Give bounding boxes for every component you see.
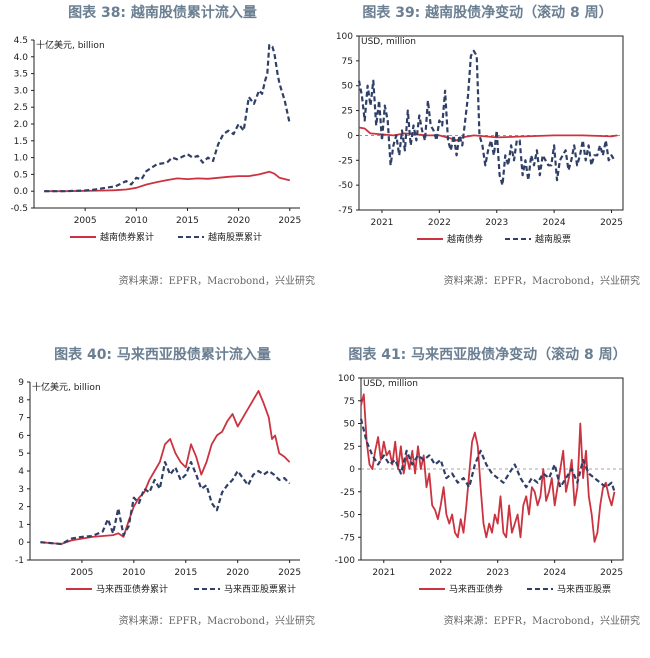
chart-source: 资料来源：EPFR，Macrobond，兴业研究: [118, 276, 315, 287]
x-tick-label: 2015: [176, 216, 199, 226]
y-tick-label: 3: [18, 485, 24, 495]
x-tick-label: 2025: [278, 216, 301, 226]
y-tick-label: 3.5: [14, 70, 28, 80]
y-tick-label: -1: [15, 556, 24, 566]
chart-panel-vn-cumulative: 图表 38: 越南股债累计流入量 -0.5 0.0 0.5 1.0 1.5 2.0 2.5 3…: [0, 0, 325, 316]
x-tick-label: 2022: [429, 568, 452, 578]
x-tick-label: 2023: [485, 218, 508, 228]
x-tick-label: 2022: [428, 218, 451, 228]
y-tick-label: -75: [340, 533, 355, 543]
unit-label: USD, million: [361, 37, 416, 47]
series-line-equity: [44, 43, 291, 193]
unit-label: USD, million: [363, 379, 418, 389]
x-tick-label: 2005: [74, 216, 97, 226]
y-tick-label: 1: [18, 520, 24, 530]
y-tick-label: 7: [18, 414, 24, 424]
y-tick-label: -25: [340, 488, 355, 498]
y-tick-label: 0.0: [14, 187, 29, 197]
x-tick-label: 2024: [543, 568, 566, 578]
y-tick-label: 4.5: [14, 36, 28, 46]
x-tick-label: 2020: [226, 568, 249, 578]
chart-source: 资料来源：EPFR，Macrobond，兴业研究: [443, 616, 640, 627]
legend-label: 马来西亚债券: [449, 583, 503, 595]
x-tick-label: 2005: [70, 568, 93, 578]
series-line-bond: [360, 393, 616, 543]
chart-title: 图表 41: 马来西亚股债净变动（滚动 8 周）: [348, 347, 627, 363]
x-tick-label: 2010: [125, 216, 148, 226]
y-tick-label: 0: [347, 131, 353, 141]
y-tick-label: 25: [344, 442, 355, 452]
y-tick-label: -50: [340, 511, 355, 521]
chart-panel-my-net-change: 图表 41: 马来西亚股债净变动（滚动 8 周） -100 -75 -50 -25 0 2…: [325, 342, 650, 658]
y-tick-label: 50: [342, 82, 354, 92]
y-tick-label: -50: [338, 181, 353, 191]
x-tick-label: 2025: [600, 218, 623, 228]
y-tick-label: 25: [342, 107, 353, 117]
y-tick-label: 1.0: [14, 154, 29, 164]
x-tick-label: 2020: [227, 216, 250, 226]
x-tick-label: 2015: [174, 568, 197, 578]
y-tick-label: 4.0: [14, 53, 29, 63]
legend-label: 马来西亚股票累计: [224, 583, 296, 595]
y-tick-label: 100: [336, 32, 353, 42]
y-tick-label: 9: [18, 378, 24, 388]
y-tick-label: 2: [18, 503, 24, 513]
chart-title: 图表 38: 越南股债累计流入量: [68, 5, 257, 21]
y-tick-label: 6: [18, 431, 24, 441]
y-tick-label: 3.0: [14, 86, 29, 96]
y-tick-label: 0: [349, 465, 355, 475]
chart-svg: -1 0 1 2 3 4 5 6 7 8 9 2005 2010 2015 2020 2025 十亿美元, bi…: [15, 378, 301, 595]
plot-frame: [358, 35, 624, 211]
y-tick-label: 4: [18, 467, 24, 477]
y-tick-label: 75: [342, 57, 353, 67]
chart-panel-vn-net-change: 图表 39: 越南股债净变动（滚动 8 周） -75 -50 -25 0 25 50 75 1…: [325, 0, 650, 316]
chart-svg: -75 -50 -25 0 25 50 75 100 2021 2022 2023 2024 2025 U…: [336, 32, 624, 245]
chart-svg: -0.5 0.0 0.5 1.0 1.5 2.0 2.5 3.0 3.5 4.0 4.5 2005 20…: [10, 36, 301, 243]
x-tick-label: 2025: [600, 568, 623, 578]
y-tick-label: 75: [344, 397, 355, 407]
y-tick-label: 100: [338, 374, 355, 384]
unit-label: 十亿美元, billion: [36, 39, 105, 51]
series-line-bond: [44, 170, 291, 193]
x-tick-label: 2010: [122, 568, 145, 578]
series-line-equity: [357, 49, 616, 187]
x-tick-label: 2021: [372, 568, 395, 578]
y-tick-label: -75: [338, 206, 353, 216]
x-tick-label: 2025: [278, 568, 301, 578]
y-tick-label: 5: [18, 449, 24, 459]
y-tick-label: 50: [344, 420, 356, 430]
series-line-equity: [359, 418, 616, 493]
y-tick-label: -0.5: [10, 204, 28, 214]
legend-label: 越南股票: [535, 233, 571, 245]
y-tick-label: 8: [18, 396, 24, 406]
y-tick-label: 1.5: [14, 137, 28, 147]
chart-title: 图表 40: 马来西亚股债累计流入量: [54, 347, 271, 363]
chart-source: 资料来源：EPFR，Macrobond，兴业研究: [118, 616, 315, 627]
legend-label: 越南债券累计: [100, 231, 154, 243]
series-line-bond: [40, 390, 291, 545]
x-tick-label: 2024: [543, 218, 566, 228]
legend-label: 马来西亚股票: [557, 584, 611, 595]
y-tick-label: -100: [335, 556, 356, 566]
legend-label: 越南债券: [447, 233, 483, 245]
chart-title: 图表 39: 越南股债净变动（滚动 8 周）: [362, 5, 613, 21]
y-tick-label: 2.5: [14, 103, 28, 113]
y-tick-label: 2.0: [14, 120, 29, 130]
chart-source: 资料来源：EPFR，Macrobond，兴业研究: [443, 276, 640, 287]
chart-svg: -100 -75 -50 -25 0 25 50 75 100 2021 2022 2023 2024 2…: [335, 374, 624, 595]
x-tick-label: 2023: [486, 568, 509, 578]
y-tick-label: -25: [338, 156, 353, 166]
x-tick-label: 2021: [371, 218, 394, 228]
series-line-bond: [358, 126, 618, 142]
series-line-equity: [40, 461, 291, 546]
chart-panel-my-cumulative: 图表 40: 马来西亚股债累计流入量 -1 0 1 2 3 4 5 6 7 8 9 2005 2010 2…: [0, 342, 325, 658]
y-tick-label: 0: [18, 538, 24, 548]
legend-label: 越南股票累计: [208, 231, 262, 243]
unit-label: 十亿美元, billion: [32, 381, 101, 393]
y-tick-label: 0.5: [14, 170, 28, 180]
legend-label: 马来西亚债券累计: [96, 583, 168, 595]
